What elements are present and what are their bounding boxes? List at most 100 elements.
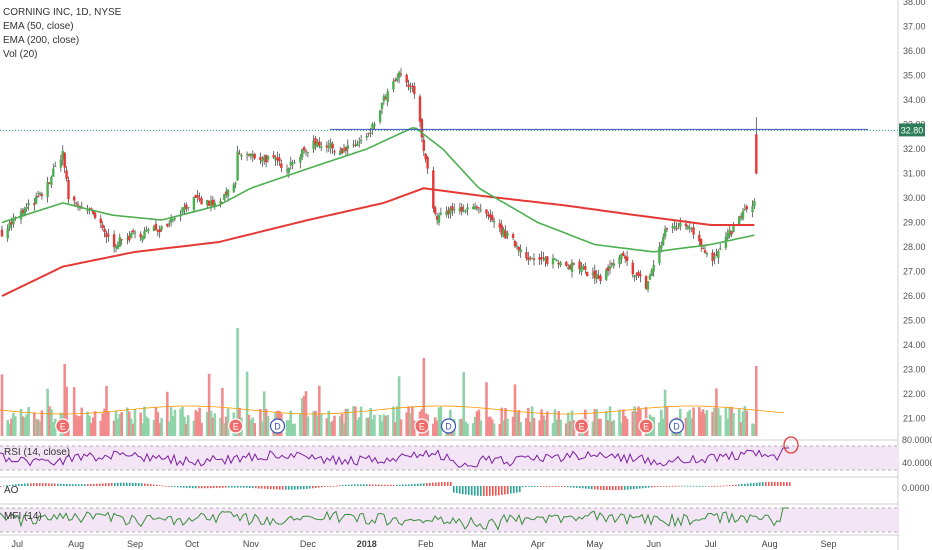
volume-bar — [88, 415, 91, 436]
candle-body — [660, 245, 663, 249]
ao-bar — [618, 486, 620, 491]
ao-bar — [441, 482, 443, 486]
volume-bar — [517, 410, 521, 436]
candle-body — [487, 214, 490, 217]
ao-bar — [630, 486, 632, 490]
candle-body — [38, 192, 42, 195]
earnings-marker[interactable] — [55, 418, 71, 434]
volume-bar — [86, 411, 89, 436]
ao-bar — [603, 486, 605, 490]
candle-body — [745, 206, 748, 210]
candle-body — [8, 222, 11, 229]
candle-body — [198, 197, 201, 200]
candle-body — [751, 206, 754, 213]
ao-bar — [648, 486, 650, 488]
ao-bar — [219, 486, 221, 488]
ao-bar — [726, 485, 728, 487]
ao-bar — [228, 486, 230, 488]
candle-body — [420, 119, 424, 138]
ao-bar — [168, 486, 170, 487]
candle-body — [665, 228, 669, 230]
earnings-marker[interactable] — [638, 418, 654, 434]
volume-bar — [479, 420, 483, 436]
volume-bar — [572, 420, 576, 436]
candle-body — [6, 228, 9, 239]
ao-bar — [42, 483, 44, 486]
candle-body — [500, 224, 503, 235]
candle-body — [551, 258, 555, 265]
candle-body — [684, 223, 688, 227]
mfi-title[interactable]: MFI (14) — [4, 511, 42, 522]
volume-bar — [546, 411, 549, 436]
vol-legend[interactable]: Vol (20) — [3, 49, 38, 60]
candle-body — [513, 240, 517, 247]
candle-body — [559, 262, 562, 266]
ao-bar — [150, 484, 152, 486]
dividend-marker[interactable] — [269, 418, 286, 434]
dividend-marker[interactable] — [440, 418, 457, 434]
ao-bar — [321, 486, 323, 488]
volume-bar — [346, 408, 350, 436]
time-tick-label: Jun — [646, 539, 661, 549]
candle-body — [219, 200, 222, 204]
volume-bar — [485, 382, 488, 436]
ao-bar — [459, 486, 461, 494]
volume-bar — [705, 410, 709, 436]
dividend-marker[interactable] — [668, 418, 685, 434]
earnings-marker[interactable] — [228, 418, 244, 434]
volume-bar — [699, 411, 703, 436]
ao-bar — [495, 486, 497, 496]
ao-bar — [633, 486, 635, 490]
volume-bar — [553, 409, 557, 436]
ao-bar — [504, 486, 506, 495]
candle-body — [67, 179, 70, 200]
volume-bar — [356, 419, 359, 436]
main-pane[interactable] — [0, 0, 898, 437]
symbol-title[interactable]: CORNING INC, 1D, NYSE — [3, 7, 122, 18]
ao-bar — [339, 485, 341, 487]
volume-bar — [528, 421, 532, 436]
rsi-title[interactable]: RSI (14, close) — [4, 447, 71, 458]
candle-body — [717, 250, 720, 258]
volume-bar — [637, 406, 640, 436]
candle-body — [12, 219, 15, 225]
earnings-marker[interactable] — [573, 418, 590, 434]
candle-body — [145, 229, 148, 232]
ao-bar — [435, 482, 437, 486]
volume-bar — [120, 411, 123, 436]
candle-body — [266, 156, 270, 160]
candle-body — [673, 225, 676, 229]
candle-body — [743, 208, 747, 210]
ema200-legend[interactable]: EMA (200, close) — [3, 35, 80, 46]
candle-body — [538, 257, 541, 261]
candle-body — [152, 226, 156, 232]
candle-body — [73, 196, 76, 201]
candle-body — [46, 181, 49, 197]
ao-bar — [264, 486, 266, 489]
volume-bar — [688, 409, 692, 436]
volume-bar — [433, 417, 437, 436]
ao-bar — [432, 482, 434, 486]
candle-body — [373, 124, 376, 127]
candle-body — [251, 154, 254, 157]
ao-bar — [567, 486, 569, 488]
volume-bar — [333, 415, 336, 436]
ao-bar — [162, 485, 164, 487]
ema50-legend[interactable]: EMA (50, close) — [3, 21, 74, 32]
candle-body — [160, 226, 163, 230]
candle-body — [565, 261, 568, 267]
ao-bar — [531, 486, 533, 487]
candle-body — [139, 234, 142, 238]
candle-body — [527, 257, 530, 260]
volume-bar — [751, 423, 754, 436]
volume-bar — [658, 422, 661, 436]
volume-bar — [462, 371, 465, 436]
earnings-marker[interactable] — [414, 418, 430, 434]
ao-bar — [684, 485, 686, 487]
ao-bar — [717, 485, 719, 487]
ao-title[interactable]: AO — [4, 485, 19, 496]
candle-body — [610, 263, 614, 265]
candle-body — [291, 163, 294, 165]
